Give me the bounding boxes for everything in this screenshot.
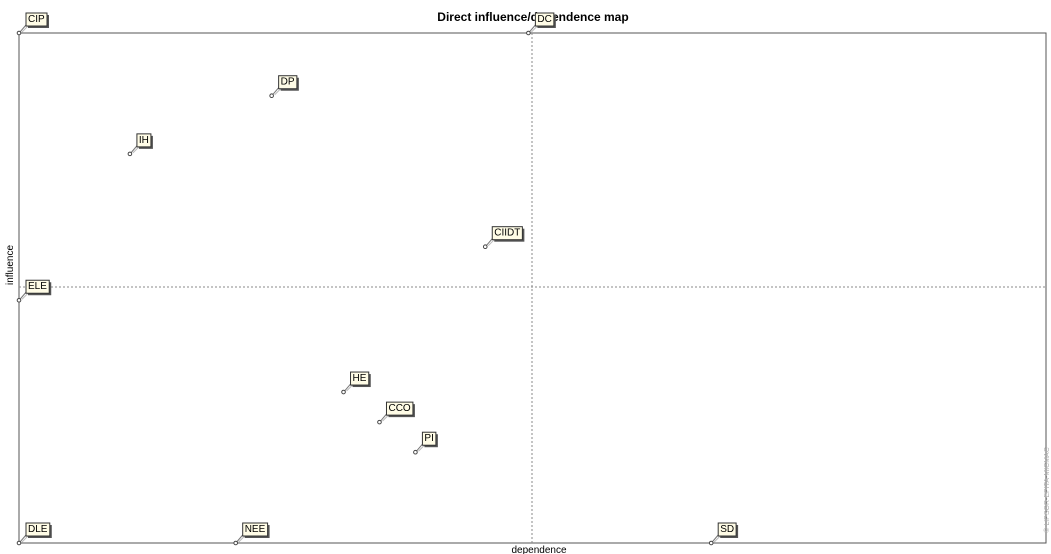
point-dc: DC	[526, 12, 556, 36]
data-point-marker	[269, 93, 274, 99]
leader-line	[19, 24, 27, 33]
point-dp: DP	[269, 75, 299, 99]
label-box	[491, 226, 523, 241]
point-nee: NEE	[233, 522, 270, 546]
watermark: © LIPSOR-EPITA-MICMAC	[1043, 447, 1051, 533]
leader-line	[529, 24, 536, 33]
label-box	[25, 279, 50, 294]
data-point-marker	[16, 540, 22, 546]
point-ih: IH	[127, 133, 153, 157]
data-label: NEE	[245, 524, 266, 535]
point-cco: CCO	[377, 401, 415, 425]
label-box	[136, 133, 152, 148]
data-label: PI	[424, 433, 433, 444]
chart-title: Direct influence/dependence map	[437, 10, 628, 24]
leader-line	[711, 534, 719, 543]
label-box	[717, 522, 737, 537]
data-point-marker	[708, 540, 714, 546]
data-point-marker	[526, 30, 531, 36]
data-point-marker	[377, 419, 382, 425]
leader-shadow	[487, 239, 495, 247]
leader-line	[236, 534, 244, 543]
x-axis-label: dependence	[511, 545, 566, 554]
leader-line	[416, 443, 423, 452]
leader-shadow	[346, 384, 353, 392]
point-dle: DLE	[16, 522, 52, 546]
data-label: DLE	[28, 524, 48, 535]
leader-shadow	[21, 25, 29, 33]
label-box	[25, 12, 48, 27]
data-label: IH	[139, 135, 149, 146]
data-label: SD	[720, 524, 734, 535]
points-layer: CIP DC DP IH CIIDT ELE HE CCO PI DLE NEE SD	[16, 12, 739, 546]
leader-shadow	[531, 25, 538, 33]
data-label: CCO	[388, 403, 410, 414]
data-point-marker	[341, 389, 346, 395]
point-cip: CIP	[16, 12, 49, 36]
leader-shadow	[274, 88, 281, 96]
leader-line	[380, 413, 387, 422]
leader-shadow	[21, 292, 29, 300]
y-axis-label: influence	[5, 245, 16, 285]
leader-shadow	[713, 535, 721, 543]
data-label: ELE	[28, 281, 47, 292]
leader-shadow	[418, 444, 425, 452]
point-sd: SD	[708, 522, 739, 546]
leader-line	[344, 383, 351, 392]
data-label: HE	[353, 373, 367, 384]
data-point-marker	[233, 540, 238, 546]
point-he: HE	[341, 371, 371, 395]
label-box	[25, 522, 51, 537]
data-label: CIP	[28, 14, 45, 25]
leader-line	[272, 87, 280, 96]
leader-line	[19, 291, 27, 300]
point-ele: ELE	[16, 279, 52, 303]
data-point-marker	[16, 30, 22, 36]
label-box	[242, 522, 269, 537]
leader-line	[485, 238, 493, 247]
leader-shadow	[132, 146, 140, 154]
label-box	[385, 401, 414, 416]
leader-line	[19, 534, 27, 543]
label-box	[278, 75, 298, 90]
label-box	[350, 371, 370, 386]
data-label: CIIDT	[494, 228, 520, 239]
label-box	[421, 431, 437, 446]
data-label: DC	[537, 14, 551, 25]
data-point-marker	[482, 244, 488, 249]
data-point-marker	[413, 449, 418, 455]
data-point-marker	[16, 297, 22, 303]
data-label: DP	[281, 77, 295, 88]
leader-shadow	[238, 535, 246, 543]
data-point-marker	[127, 151, 133, 157]
leader-shadow	[382, 414, 389, 422]
leader-shadow	[21, 535, 29, 543]
leader-line	[130, 145, 138, 154]
point-ciidt: CIIDT	[482, 226, 525, 249]
label-box	[534, 12, 555, 27]
point-pi: PI	[413, 431, 438, 455]
